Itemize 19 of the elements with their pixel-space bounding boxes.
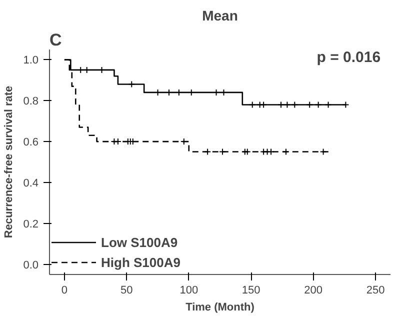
- annotation: C: [50, 30, 62, 50]
- y-tick-label: 0.4: [23, 177, 39, 190]
- legend-label: High S100A9: [101, 254, 180, 270]
- y-tick-label: 0.2: [23, 218, 39, 230]
- y-axis-title: Recurrence-free survival rate: [3, 86, 16, 238]
- x-tick-label: 250: [366, 284, 385, 296]
- y-tick-label: 0.6: [23, 136, 39, 149]
- x-tick-label: 200: [304, 284, 323, 296]
- x-tick-label: 150: [242, 284, 260, 296]
- y-tick-label: 0.8: [23, 96, 39, 108]
- chart-title: Mean: [202, 8, 238, 24]
- annotation: p = 0.016: [316, 48, 381, 66]
- x-axis-title: Time (Month): [186, 302, 255, 314]
- y-tick-label: 1.0: [23, 54, 39, 67]
- x-tick-label: 100: [180, 284, 198, 296]
- y-tick-label: 0.0: [23, 259, 39, 272]
- x-tick-label: 50: [120, 284, 133, 296]
- x-tick-label: 0: [61, 284, 68, 296]
- legend-label: Low S100A9: [101, 234, 178, 250]
